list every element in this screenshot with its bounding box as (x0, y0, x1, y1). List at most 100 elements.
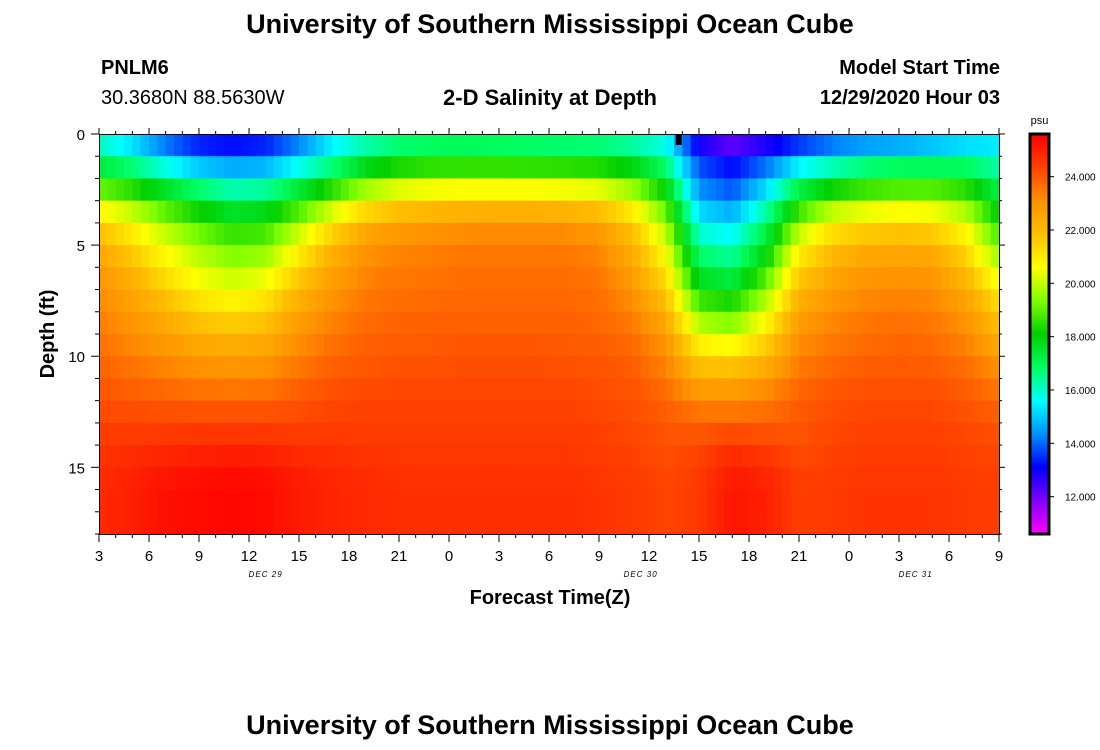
heatmap-cell (99, 400, 108, 424)
heatmap-cell (957, 156, 967, 180)
heatmap-cell (449, 289, 458, 313)
heatmap-cell (607, 422, 617, 446)
heatmap-cell (532, 200, 542, 224)
y-tick-label: 5 (77, 238, 85, 255)
heatmap-cell (549, 311, 558, 335)
heatmap-cell (207, 400, 217, 424)
heatmap-cell (574, 356, 583, 380)
heatmap-cell (607, 311, 617, 335)
heatmap-cell (674, 267, 683, 291)
heatmap-cell (257, 400, 267, 424)
heatmap-cell (265, 156, 275, 180)
heatmap-cell (624, 311, 633, 335)
heatmap-cell (507, 311, 517, 335)
heatmap-cell (324, 245, 333, 268)
heatmap-cell (149, 222, 158, 246)
heatmap-cell (207, 489, 217, 513)
heatmap-cell (424, 445, 433, 468)
heatmap-cell (157, 200, 167, 224)
heatmap-cell (249, 489, 258, 513)
x-tick-label: 6 (945, 548, 953, 565)
heatmap-cell (832, 200, 842, 224)
heatmap-cell (774, 267, 783, 291)
heatmap-cell (949, 400, 958, 424)
heatmap-cell (649, 156, 658, 180)
heatmap-cell (715, 334, 725, 357)
heatmap-cell (740, 267, 750, 291)
heatmap-cell (265, 222, 275, 246)
heatmap-cell (649, 289, 658, 313)
heatmap-cell (115, 511, 125, 535)
heatmap-cell (99, 156, 108, 180)
heatmap-cell (365, 200, 375, 224)
heatmap-cell (474, 267, 483, 291)
heatmap-cell (674, 200, 683, 224)
heatmap-cell (749, 400, 758, 424)
heatmap-cell (349, 400, 358, 424)
heatmap-cell (849, 489, 858, 513)
heatmap-cell (982, 222, 992, 246)
heatmap-cell (899, 200, 908, 224)
heatmap-cell (624, 334, 633, 357)
heatmap-cell (790, 245, 800, 268)
heatmap-cell (507, 289, 517, 313)
heatmap-cell (257, 156, 267, 180)
heatmap-cell (949, 378, 958, 402)
heatmap-cell (957, 267, 967, 291)
heatmap-cell (315, 445, 325, 468)
heatmap-cell (799, 378, 808, 402)
heatmap-cell (540, 445, 550, 468)
heatmap-cell (407, 445, 417, 468)
x-tick-label: 3 (895, 548, 903, 565)
heatmap-cell (215, 311, 225, 335)
heatmap-cell (874, 511, 883, 535)
heatmap-cell (565, 134, 575, 157)
heatmap-cell (982, 178, 992, 202)
heatmap-cell (490, 467, 500, 491)
heatmap-cell (782, 289, 792, 313)
heatmap-cell (399, 378, 408, 402)
heatmap-cell (340, 200, 350, 224)
heatmap-cell (815, 289, 825, 313)
heatmap-cell (774, 445, 783, 468)
heatmap-cell (349, 289, 358, 313)
heatmap-cell (957, 511, 967, 535)
heatmap-cell (815, 445, 825, 468)
heatmap-cell (657, 400, 667, 424)
heatmap-cell (724, 445, 733, 468)
heatmap-cell (449, 467, 458, 491)
heatmap-cell (307, 467, 317, 491)
heatmap-cell (824, 334, 833, 357)
heatmap-cell (465, 489, 475, 513)
heatmap-cell (840, 511, 850, 535)
heatmap-cell (599, 245, 608, 268)
heatmap-cell (765, 334, 775, 357)
heatmap-cell (799, 445, 808, 468)
heatmap-cell (249, 356, 258, 380)
heatmap-cell (807, 422, 817, 446)
heatmap-cell (924, 178, 933, 202)
heatmap-cell (115, 311, 125, 335)
heatmap-cell (757, 245, 767, 268)
heatmap-cell (199, 400, 208, 424)
heatmap-cell (174, 134, 183, 157)
heatmap-cell (807, 311, 817, 335)
heatmap-cell (565, 378, 575, 402)
heatmap-cell (990, 245, 1000, 268)
heatmap-cell (357, 334, 367, 357)
heatmap-cell (349, 134, 358, 157)
heatmap-cell (315, 178, 325, 202)
heatmap-cell (849, 356, 858, 380)
heatmap-cell (832, 289, 842, 313)
heatmap-cell (549, 289, 558, 313)
heatmap-cell (857, 289, 867, 313)
heatmap-cell (507, 378, 517, 402)
heatmap-cell (957, 422, 967, 446)
heatmap-cell (665, 178, 675, 202)
heatmap-cell (849, 445, 858, 468)
heatmap-cell (390, 489, 400, 513)
heatmap-cell (599, 311, 608, 335)
heatmap-cell (665, 356, 675, 380)
heatmap-cell (932, 134, 942, 157)
heatmap-cell (707, 356, 717, 380)
